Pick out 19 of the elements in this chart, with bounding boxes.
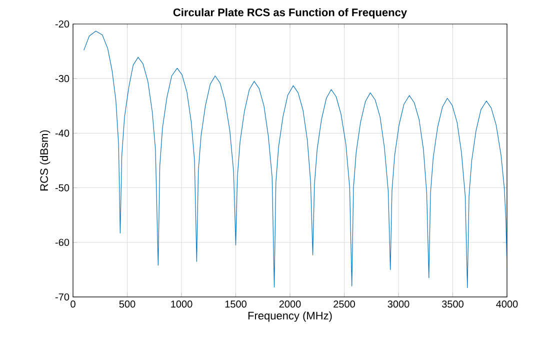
y-tick-label: -50 xyxy=(55,184,70,192)
y-tick-label: -60 xyxy=(55,238,70,246)
x-tick-label: 1000 xyxy=(171,300,192,308)
x-tick-label: 3000 xyxy=(388,300,410,308)
x-tick-label: 2500 xyxy=(334,300,355,308)
x-tick-label: 2000 xyxy=(279,300,301,308)
x-tick-label: 500 xyxy=(119,300,136,308)
x-tick-label: 3500 xyxy=(442,300,464,308)
x-tick-label: 0 xyxy=(70,300,76,308)
x-tick-label: 4000 xyxy=(496,300,518,308)
y-tick-label: -40 xyxy=(55,130,70,137)
y-tick-label: -70 xyxy=(55,293,70,301)
y-tick-label: -30 xyxy=(55,75,70,82)
y-tick-label: -20 xyxy=(55,20,70,28)
line-series xyxy=(84,30,507,288)
y-axis-title: RCS (dBsm) xyxy=(40,130,50,190)
chart-title: Circular Plate RCS as Function of Frequency xyxy=(173,8,407,18)
x-axis-title: Frequency (MHz) xyxy=(248,311,332,322)
x-tick-label: 1500 xyxy=(225,300,246,308)
